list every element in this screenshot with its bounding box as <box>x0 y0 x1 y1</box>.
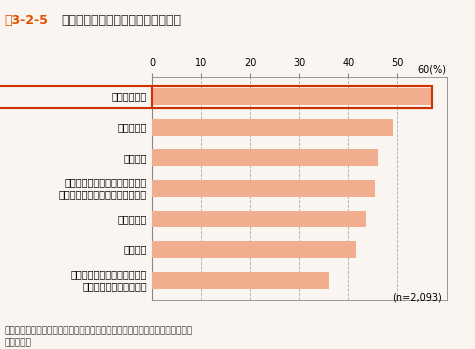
Bar <box>152 88 432 105</box>
Bar <box>152 149 378 166</box>
Bar <box>152 180 375 197</box>
Text: (n=2,093): (n=2,093) <box>392 292 442 302</box>
Text: 作成: 作成 <box>5 338 32 347</box>
Text: 国内の観光客が観光地を選ぶ決め手: 国内の観光客が観光地を選ぶ決め手 <box>62 14 182 27</box>
Bar <box>152 272 329 289</box>
Bar <box>152 241 356 258</box>
Bar <box>152 211 366 228</box>
Bar <box>152 119 392 136</box>
Text: 60(%): 60(%) <box>418 65 446 75</box>
Text: 資料：財団法人経済広報センター「観光に関する意識・実態調査報告書」より: 資料：財団法人経済広報センター「観光に関する意識・実態調査報告書」より <box>5 326 193 335</box>
Text: 図3-2-5: 図3-2-5 <box>5 14 48 27</box>
